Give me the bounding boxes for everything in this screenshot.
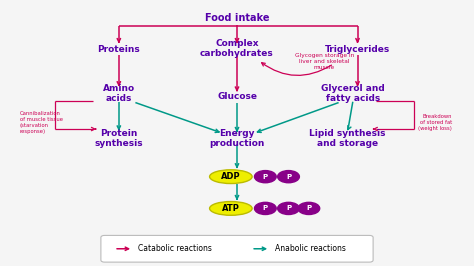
Text: Amino
acids: Amino acids [103,84,135,103]
Text: Energy
production: Energy production [210,129,264,148]
Text: P: P [263,174,268,180]
Text: Complex
carbohydrates: Complex carbohydrates [200,39,274,58]
Text: P: P [263,205,268,211]
Text: P: P [286,174,291,180]
FancyBboxPatch shape [101,235,373,262]
Text: –: – [295,203,300,213]
Text: Glycogen storage in
liver and skeletal
muscle: Glycogen storage in liver and skeletal m… [295,53,354,70]
Circle shape [255,171,276,183]
Circle shape [255,202,276,214]
Text: Proteins: Proteins [98,45,140,54]
Text: ATP: ATP [222,204,240,213]
Circle shape [278,202,300,214]
Text: ADP: ADP [221,172,241,181]
Text: Cannibalization
of muscle tissue
(starvation
response): Cannibalization of muscle tissue (starva… [19,111,63,134]
Text: Anabolic reactions: Anabolic reactions [275,244,346,253]
Text: Glucose: Glucose [217,92,257,101]
Circle shape [298,202,319,214]
Circle shape [278,171,300,183]
Text: Lipid synthesis
and storage: Lipid synthesis and storage [309,129,385,148]
Ellipse shape [210,170,252,184]
Text: Protein
synthesis: Protein synthesis [94,129,143,148]
Text: Glycerol and
fatty acids: Glycerol and fatty acids [321,84,385,103]
Text: Breakdown
of stored fat
(weight loss): Breakdown of stored fat (weight loss) [418,114,452,131]
Text: Triglycerides: Triglycerides [325,45,390,54]
Text: P: P [286,205,291,211]
Ellipse shape [210,202,252,215]
Text: Food intake: Food intake [205,13,269,23]
Text: Catabolic reactions: Catabolic reactions [138,244,211,253]
Text: P: P [306,205,311,211]
